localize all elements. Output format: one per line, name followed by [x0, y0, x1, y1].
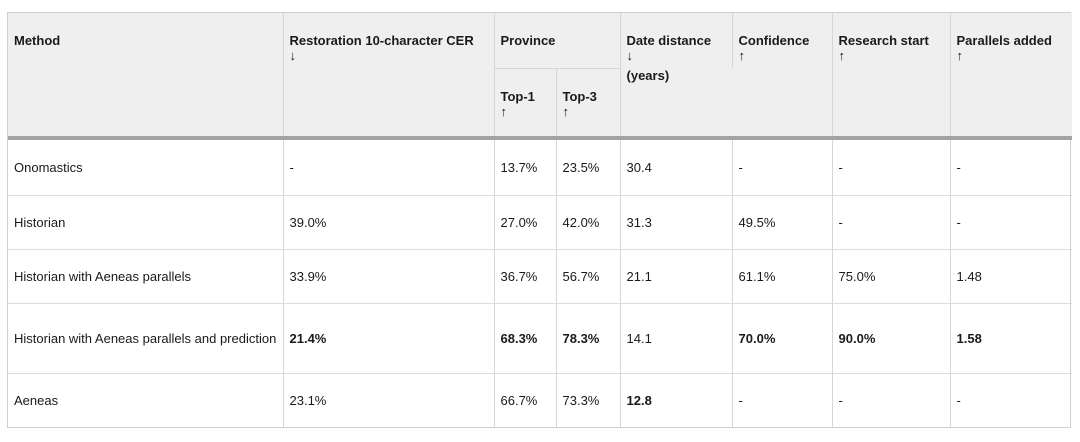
cell-date: 12.8: [620, 372, 733, 427]
table-row: Historian with Aeneas parallels 33.9% 36…: [8, 248, 1073, 303]
cell-research: -: [832, 138, 951, 195]
up-arrow-icon: ↑: [500, 103, 508, 119]
cell-research: -: [832, 194, 951, 249]
cell-restoration: 39.0%: [283, 194, 495, 249]
cell-date: 30.4: [620, 138, 733, 195]
header-date-units: (years): [620, 68, 733, 138]
cell-date: 31.3: [620, 194, 733, 249]
up-arrow-icon: ↑: [738, 48, 746, 63]
table-header: Method Restoration 10-character CER ↓ Pr…: [8, 13, 1073, 138]
table-row: Onomastics - 13.7% 23.5% 30.4 - - -: [8, 138, 1072, 195]
cell-date: 14.1: [620, 302, 733, 373]
cell-parallels: 1.48: [950, 248, 1073, 303]
up-arrow-icon: ↑: [562, 103, 570, 119]
cell-top1: 68.3%: [494, 302, 557, 373]
cell-method: Onomastics: [8, 138, 284, 195]
table-row: Aeneas 23.1% 66.7% 73.3% 12.8 - - -: [8, 372, 1073, 427]
cell-top3: 78.3%: [556, 302, 621, 373]
cell-restoration: 21.4%: [283, 302, 495, 373]
up-arrow-icon: ↑: [838, 48, 846, 63]
cell-top1: 13.7%: [494, 138, 557, 195]
results-table-container: Method Restoration 10-character CER ↓ Pr…: [7, 12, 1073, 428]
results-table: Method Restoration 10-character CER ↓ Pr…: [8, 13, 1073, 427]
header-top1: Top-1 ↑: [494, 67, 557, 138]
cell-confidence: -: [732, 138, 833, 195]
cell-parallels: -: [950, 372, 1073, 427]
cell-top3: 23.5%: [556, 138, 621, 195]
cell-confidence: 49.5%: [732, 194, 833, 249]
header-restoration: Restoration 10-character CER ↓: [283, 13, 495, 138]
header-parallels-added: Parallels added ↑: [950, 13, 1073, 138]
cell-top1: 66.7%: [494, 372, 557, 427]
cell-top1: 27.0%: [494, 194, 557, 249]
cell-research: 90.0%: [832, 302, 951, 373]
cell-method: Historian: [8, 194, 284, 249]
cell-top3: 73.3%: [556, 372, 621, 427]
cell-top3: 56.7%: [556, 248, 621, 303]
cell-top1: 36.7%: [494, 248, 557, 303]
cell-method: Aeneas: [8, 372, 284, 427]
table-body: Onomastics - 13.7% 23.5% 30.4 - - - Hist…: [8, 138, 1073, 427]
cell-restoration: 33.9%: [283, 248, 495, 303]
header-research-start: Research start ↑: [832, 13, 951, 138]
header-date-distance: Date distance ↓: [620, 13, 733, 68]
cell-confidence: 70.0%: [732, 302, 833, 373]
down-arrow-icon: ↓: [626, 48, 634, 63]
cell-parallels: 1.58: [950, 302, 1073, 373]
cell-restoration: 23.1%: [283, 372, 495, 427]
cell-method: Historian with Aeneas parallels: [8, 248, 284, 303]
header-confidence: Confidence ↑: [732, 13, 833, 138]
cell-confidence: -: [732, 372, 833, 427]
cell-method: Historian with Aeneas parallels and pred…: [8, 302, 284, 373]
table-row: Historian with Aeneas parallels and pred…: [8, 302, 1073, 373]
cell-date: 21.1: [620, 248, 733, 303]
down-arrow-icon: ↓: [289, 48, 297, 63]
cell-research: 75.0%: [832, 248, 951, 303]
cell-parallels: -: [950, 194, 1073, 249]
cell-top3: 42.0%: [556, 194, 621, 249]
header-top3: Top-3 ↑: [556, 67, 621, 138]
cell-parallels: -: [956, 159, 961, 175]
cell-confidence: 61.1%: [732, 248, 833, 303]
cell-research: -: [832, 372, 951, 427]
up-arrow-icon: ↑: [956, 48, 964, 63]
cell-restoration: -: [283, 138, 495, 195]
table-row: Historian 39.0% 27.0% 42.0% 31.3 49.5% -…: [8, 194, 1073, 249]
header-method: Method: [8, 13, 284, 138]
header-province: Province: [494, 13, 621, 68]
